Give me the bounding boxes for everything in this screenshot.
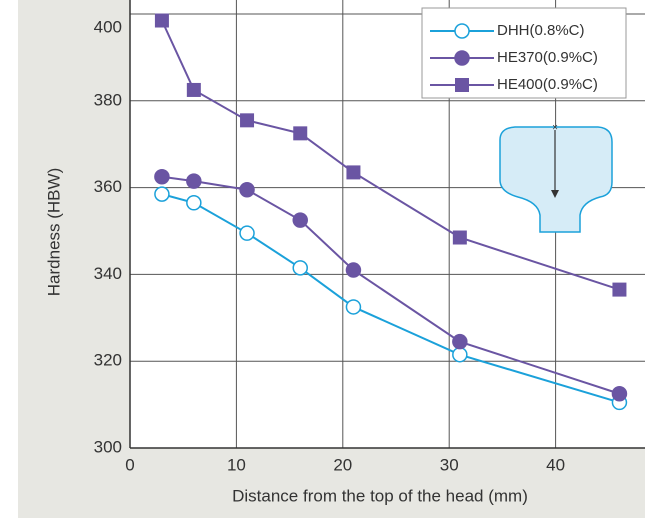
marker (240, 183, 254, 197)
y-tick-label: 360 (94, 177, 122, 196)
y-tick-label: 380 (94, 90, 122, 109)
x-tick-label: 20 (333, 455, 352, 474)
legend-label: DHH(0.8%C) (497, 22, 585, 39)
marker (155, 14, 169, 28)
svg-text:×: × (552, 123, 558, 134)
marker (155, 187, 169, 201)
marker (240, 113, 254, 127)
marker (293, 261, 307, 275)
marker (612, 387, 626, 401)
marker (293, 213, 307, 227)
y-tick-label: 320 (94, 351, 122, 370)
chart: × DHH(0.8%C) HE370(0.9%C) HE400(0.9%C) Dis… (0, 0, 645, 518)
legend: DHH(0.8%C) HE370(0.9%C) HE400(0.9%C) (422, 8, 626, 98)
marker (346, 300, 360, 314)
marker (455, 78, 469, 92)
marker (453, 231, 467, 245)
marker (453, 335, 467, 349)
y-tick-label: 300 (94, 437, 122, 456)
y-axis-label: Hardness (HBW) (44, 168, 63, 296)
x-tick-label: 0 (125, 455, 134, 474)
marker (187, 196, 201, 210)
marker (187, 174, 201, 188)
marker (612, 283, 626, 297)
marker (293, 126, 307, 140)
marker (455, 24, 469, 38)
marker (240, 226, 254, 240)
x-axis-label: Distance from the top of the head (mm) (232, 486, 528, 505)
x-tick-label: 30 (440, 455, 459, 474)
y-tick-label: 400 (94, 17, 122, 36)
marker (455, 51, 469, 65)
y-tick-label: 340 (94, 264, 122, 283)
legend-label: HE400(0.9%C) (497, 76, 598, 93)
legend-label: HE370(0.9%C) (497, 49, 598, 66)
marker (346, 165, 360, 179)
marker (187, 83, 201, 97)
marker (155, 170, 169, 184)
x-tick-label: 10 (227, 455, 246, 474)
x-tick-label: 40 (546, 455, 565, 474)
marker (453, 348, 467, 362)
marker (346, 263, 360, 277)
